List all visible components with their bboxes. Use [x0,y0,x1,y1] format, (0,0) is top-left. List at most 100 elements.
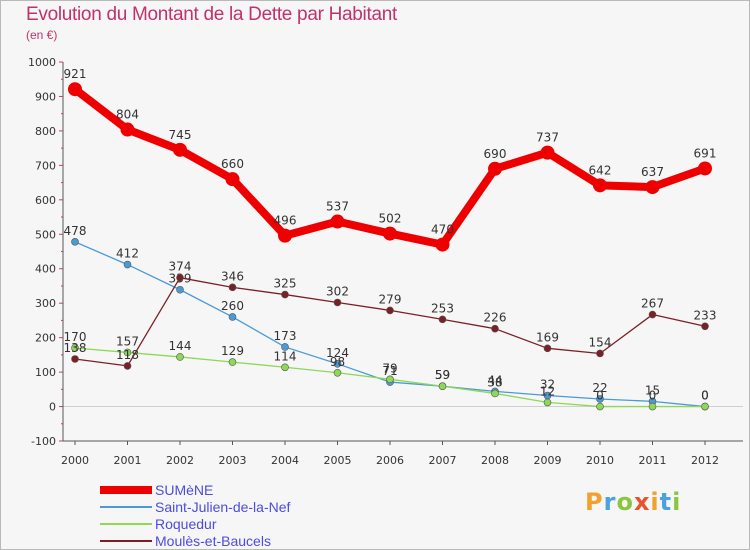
y-tick-label: -100 [31,435,56,448]
data-point-2 [491,389,499,398]
legend-swatch [100,506,152,508]
data-point-3 [71,355,79,363]
data-label-3: 346 [221,269,244,283]
data-point-3 [333,298,342,307]
data-label-1: 15 [645,383,660,397]
data-point-3 [123,362,132,370]
data-point-0 [593,178,607,193]
data-point-1 [123,260,132,269]
logo-letter: x [633,488,651,516]
data-point-2 [123,348,132,357]
data-point-1 [176,285,184,294]
legend-label: SUMèNE [155,482,214,498]
data-label-3: 253 [431,301,454,315]
data-label-2: 38 [487,375,502,389]
data-label-2: 0 [596,389,604,403]
data-label-1: 0 [701,389,709,403]
data-label-3: 154 [589,335,612,349]
data-point-3 [701,322,709,331]
plot-area [63,62,743,441]
data-label-0: 921 [64,67,87,81]
data-label-2: 157 [116,334,139,348]
data-label-3: 325 [274,277,297,291]
data-point-0 [540,145,555,160]
data-point-0 [120,122,135,137]
data-point-2 [648,402,657,411]
y-tick-label: 300 [35,297,56,310]
data-point-2 [438,382,447,391]
data-point-2 [281,363,289,372]
y-tick-label: 0 [49,401,56,414]
data-label-2: 79 [382,361,397,375]
y-tick-label: 400 [35,263,56,276]
data-point-3 [648,310,657,319]
data-point-3 [543,344,552,353]
proxiti-logo: Proxiti [585,488,681,516]
data-point-2 [543,398,552,407]
data-point-3 [386,306,394,315]
data-label-3: 233 [694,308,717,322]
x-tick-label: 2012 [691,454,719,467]
data-point-0 [173,142,187,157]
data-label-1: 412 [116,247,139,261]
data-label-3: 279 [379,292,402,306]
data-label-2: 129 [221,344,244,358]
data-point-0 [645,180,660,195]
x-tick-label: 2009 [534,454,562,467]
data-label-2: 0 [701,389,709,403]
data-label-1: 22 [592,381,607,395]
data-point-3 [438,315,447,324]
data-label-0: 745 [169,128,192,142]
data-point-0 [488,161,502,176]
legend-swatch [100,486,152,494]
data-label-3: 302 [326,284,349,298]
legend-swatch [100,540,152,542]
y-tick-label: 200 [35,332,56,345]
data-label-3: 118 [116,348,139,362]
data-label-0: 537 [326,200,349,214]
data-label-2: 98 [330,355,345,369]
data-point-0 [383,226,397,241]
logo-letter: r [603,488,617,516]
data-point-2 [701,402,709,411]
data-label-0: 690 [484,147,507,161]
data-label-0: 804 [116,108,139,122]
logo-letter: i [672,488,682,516]
x-tick-label: 2006 [376,454,404,467]
data-label-0: 470 [431,223,454,237]
data-point-2 [333,368,342,377]
data-label-0: 637 [641,165,664,179]
data-point-1 [596,395,604,403]
data-point-1 [281,343,289,351]
legend-label: Moulès-et-Baucels [155,533,271,549]
data-point-3 [228,283,237,292]
data-point-0 [278,228,292,243]
data-label-0: 691 [694,146,717,160]
y-tick-label: 600 [35,194,56,207]
data-label-3: 267 [641,297,664,311]
data-point-3 [491,324,499,333]
data-point-2 [596,402,604,411]
data-label-3: 374 [169,260,192,274]
x-tick-label: 2000 [61,454,89,467]
chart-title: Evolution du Montant de la Dette par Hab… [26,4,397,25]
y-tick-label: 800 [35,125,56,138]
y-tick-label: 1000 [28,56,56,69]
data-point-2 [386,375,394,384]
legend-label: Roquedur [155,516,217,532]
data-point-2 [176,353,184,361]
data-point-0 [225,172,240,187]
data-label-2: 0 [649,389,657,403]
data-label-0: 496 [274,214,297,228]
data-point-1 [71,238,79,246]
y-tick-label: 500 [35,228,56,241]
data-label-0: 737 [536,131,559,145]
data-point-0 [68,82,82,97]
legend-swatch [100,523,152,525]
data-label-1: 173 [274,329,297,343]
data-label-3: 226 [484,311,507,325]
data-point-2 [71,344,79,352]
y-tick-label: 100 [35,366,56,379]
data-point-3 [176,273,184,282]
